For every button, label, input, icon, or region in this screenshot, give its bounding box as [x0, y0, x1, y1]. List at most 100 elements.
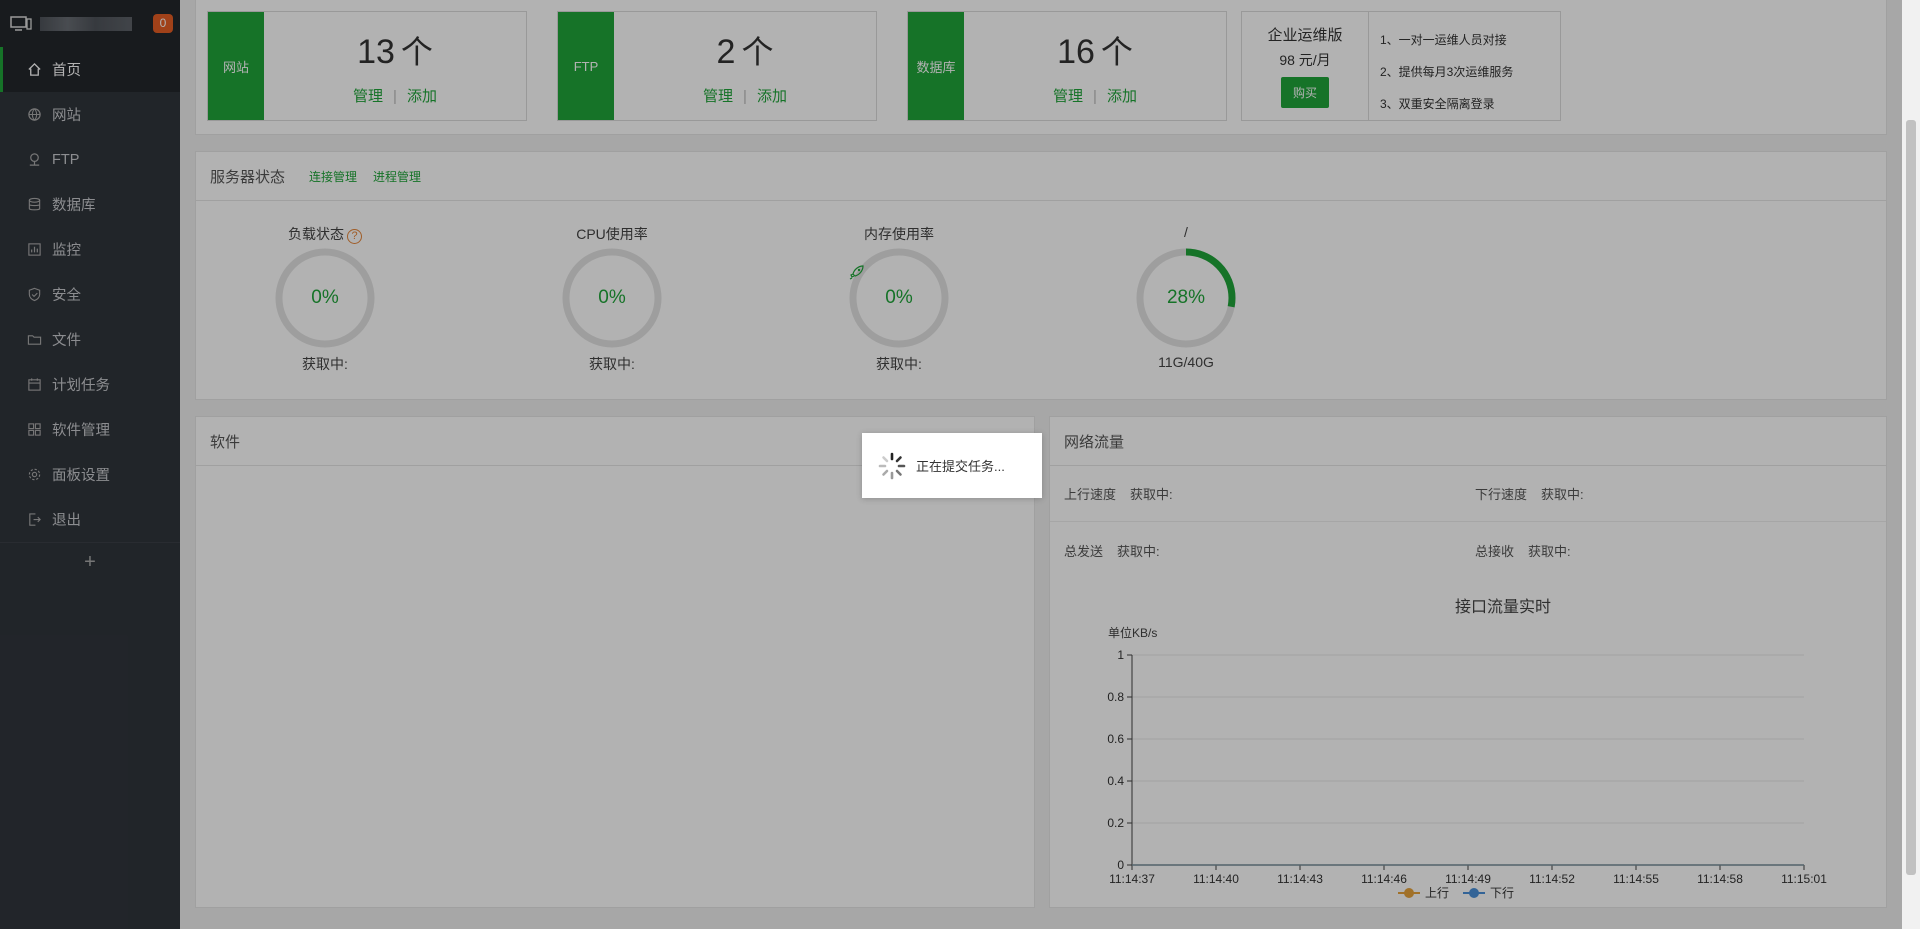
spinner-icon [878, 452, 906, 479]
stat-tag: 数据库 [908, 12, 964, 120]
gauge-caption: 11G/40G [1158, 354, 1214, 370]
panel-title: 网络流量 [1064, 433, 1125, 451]
manage-link[interactable]: 管理 [353, 87, 384, 105]
gauge-value: 0% [311, 287, 339, 308]
grid-icon [27, 422, 42, 437]
gauge-caption: 获取中: [302, 356, 348, 372]
home-icon [27, 62, 42, 77]
hostname-blurred [40, 16, 132, 31]
sidebar-item-label: 软件管理 [52, 423, 110, 439]
y-tick-label: 1 [1117, 648, 1124, 662]
monitor-icon [27, 242, 42, 257]
add-link[interactable]: 添加 [406, 87, 437, 105]
connection-manage-link[interactable]: 连接管理 [309, 169, 358, 184]
folder-icon [27, 332, 42, 347]
sidebar-item-label: 安全 [52, 288, 81, 304]
sidebar-item-security[interactable]: 安全 [0, 272, 180, 317]
scrollbar-thumb[interactable] [1906, 120, 1916, 875]
panel-title: 软件 [210, 433, 241, 451]
sidebar-header: 0 [0, 0, 180, 47]
sidebar-item-label: 数据库 [52, 198, 96, 214]
sidebar-item-database[interactable]: 数据库 [0, 182, 180, 227]
total-recv-label: 总接收 [1475, 543, 1515, 559]
gauge-label: / [1184, 224, 1188, 240]
sidebar-item-logout[interactable]: 退出 [0, 497, 180, 542]
manage-link[interactable]: 管理 [1053, 87, 1084, 105]
gauge-value: 0% [885, 287, 913, 308]
legend-marker [1404, 888, 1414, 898]
buy-button[interactable]: 购买 [1280, 77, 1329, 108]
sidebar-item-label: FTP [52, 151, 80, 168]
promo-feature: 1、一对一运维人员对接 [1380, 33, 1507, 47]
panel-title: 服务器状态 [210, 168, 286, 186]
message-badge[interactable]: 0 [153, 14, 173, 33]
sidebar-item-label: 文件 [52, 333, 81, 349]
sidebar-item-website[interactable]: 网站 [0, 92, 180, 137]
sidebar-item-files[interactable]: 文件 [0, 317, 180, 362]
gauge-memory[interactable]: 内存使用率 0% 获取中: [819, 224, 979, 374]
sidebar-item-label: 监控 [52, 243, 81, 259]
loading-text: 正在提交任务... [916, 459, 1005, 474]
x-tick-label: 11:15:01 [1781, 872, 1827, 886]
x-tick-label: 11:14:37 [1109, 872, 1155, 886]
total-sent-label: 总发送 [1064, 543, 1104, 559]
sidebar-item-label: 面板设置 [52, 468, 110, 484]
gauge-label: 内存使用率 [864, 226, 934, 242]
x-tick-label: 11:14:43 [1277, 872, 1323, 886]
up-speed-value: 获取中: [1130, 487, 1173, 502]
sidebar-item-label: 退出 [52, 513, 81, 529]
sidebar-item-cron[interactable]: 计划任务 [0, 362, 180, 407]
down-speed-label: 下行速度 [1475, 487, 1528, 502]
add-shortcut-button[interactable]: + [0, 542, 180, 582]
software-panel: 软件 [195, 416, 1035, 908]
server-status-panel: 服务器状态 连接管理 进程管理 负载状态? 0% 获取中: CPU使用率 0% … [195, 151, 1887, 400]
manage-link[interactable]: 管理 [703, 87, 734, 105]
up-speed-label: 上行速度 [1064, 487, 1117, 502]
gauge-label: 负载状态? [245, 224, 405, 244]
legend-marker [1469, 888, 1479, 898]
gauge-value: 28% [1166, 287, 1206, 308]
stat-count: 16 个 [1057, 32, 1133, 71]
x-tick-label: 11:14:40 [1193, 872, 1239, 886]
page-scrollbar[interactable] [1902, 0, 1920, 929]
sidebar-item-home[interactable]: 首页 [0, 47, 180, 92]
speed-row: 上行速度 获取中: 下行速度 获取中: [1050, 466, 1886, 522]
chart-title: 接口流量实时 [1455, 598, 1551, 616]
y-tick-label: 0 [1117, 858, 1124, 872]
loading-toast: 正在提交任务... [862, 433, 1042, 498]
x-tick-label: 11:14:49 [1445, 872, 1491, 886]
gauge-cpu[interactable]: CPU使用率 0% 获取中: [532, 224, 692, 374]
monitor-icon [10, 15, 32, 32]
x-tick-label: 11:14:58 [1697, 872, 1743, 886]
gauge-caption: 获取中: [876, 356, 922, 372]
promo-card: 企业运维版 98 元/月 购买 1、一对一运维人员对接 2、提供每月3次运维服务… [1241, 11, 1561, 121]
sidebar-item-settings[interactable]: 面板设置 [0, 452, 180, 497]
database-icon [27, 197, 42, 212]
gauge-load[interactable]: 负载状态? 0% 获取中: [245, 224, 405, 374]
sidebar-item-ftp[interactable]: FTP [0, 137, 180, 182]
calendar-icon [27, 377, 42, 392]
y-tick-label: 0.6 [1107, 732, 1124, 746]
gauge-disk[interactable]: / 28% 11G/40G [1106, 224, 1266, 370]
y-tick-label: 0.4 [1107, 774, 1124, 788]
promo-feature: 3、双重安全隔离登录 [1380, 97, 1495, 111]
x-tick-label: 11:14:46 [1361, 872, 1407, 886]
gauge-value: 0% [598, 287, 626, 308]
sidebar-menu: 首页 网站 FTP 数据库 监控 安全 文件 计划任务 软件管理 面板设置 退出 [0, 47, 180, 542]
total-row: 总发送 获取中: 总接收 获取中: [1050, 522, 1886, 578]
down-speed-value: 获取中: [1541, 487, 1584, 502]
gear-icon [27, 467, 42, 482]
help-icon[interactable]: ? [347, 229, 362, 244]
total-sent-value: 获取中: [1117, 543, 1160, 559]
sidebar-item-monitor[interactable]: 监控 [0, 227, 180, 272]
sidebar-item-software[interactable]: 软件管理 [0, 407, 180, 452]
process-manage-link[interactable]: 进程管理 [373, 169, 422, 184]
add-link[interactable]: 添加 [1106, 87, 1137, 105]
add-link[interactable]: 添加 [756, 87, 787, 105]
promo-feature: 2、提供每月3次运维服务 [1380, 65, 1514, 79]
sidebar-item-label: 首页 [52, 63, 81, 79]
